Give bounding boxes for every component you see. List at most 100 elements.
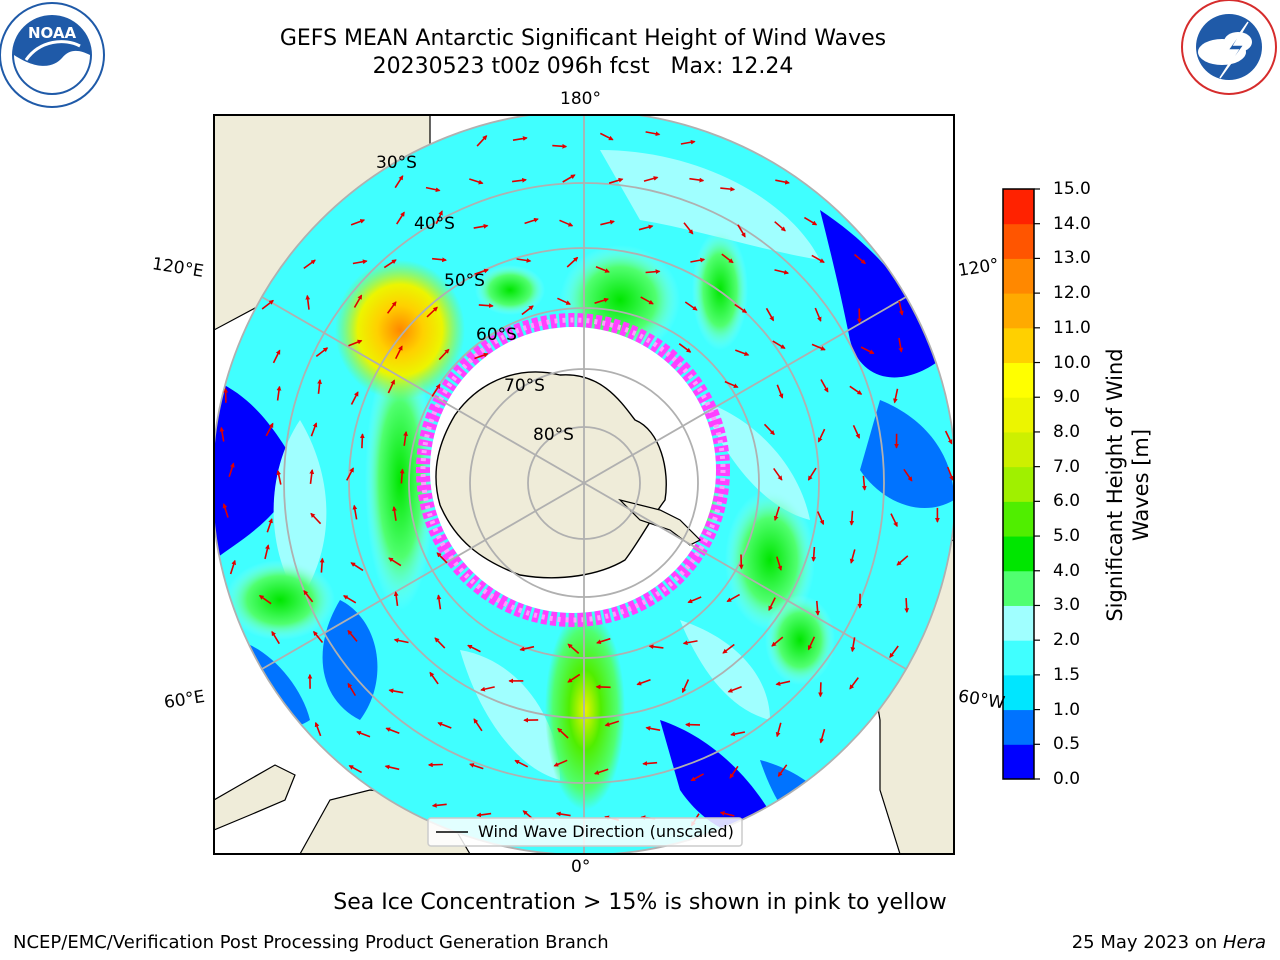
wave-direction-arrow	[807, 636, 816, 651]
colorbar-swatch	[1003, 674, 1034, 711]
wave-direction-arrow	[726, 593, 740, 603]
wave-direction-arrow	[436, 552, 448, 564]
wave-direction-arrow	[469, 178, 484, 185]
wave-direction-arrow	[258, 594, 272, 605]
wave-direction-arrow	[469, 763, 484, 770]
wave-direction-arrow	[394, 175, 404, 189]
wave-direction-arrow	[819, 728, 826, 744]
wave-direction-arrow	[904, 598, 910, 614]
wave-direction-arrow	[557, 727, 569, 739]
colorbar-tick-label: 13.0	[1053, 248, 1091, 269]
wave-direction-arrow	[690, 773, 704, 782]
colorbar-swatch	[1003, 570, 1034, 606]
lat-label-60s: 60°S	[476, 325, 517, 345]
wave-direction-arrow	[559, 219, 574, 227]
wave-direction-arrow	[803, 216, 818, 226]
wave-direction-arrow	[682, 640, 698, 646]
wave-direction-arrow	[816, 511, 825, 526]
nws-logo	[1181, 0, 1277, 95]
wave-direction-arrow	[849, 510, 855, 526]
wave-direction-arrow	[511, 177, 527, 183]
wave-direction-arrow	[476, 135, 488, 147]
wave-direction-arrow	[640, 296, 654, 305]
wave-direction-arrow	[771, 636, 784, 647]
wave-direction-arrow	[849, 385, 863, 395]
wave-direction-arrow	[473, 223, 489, 229]
wave-direction-arrow	[313, 630, 324, 644]
wave-direction-arrow	[348, 764, 362, 774]
wave-direction-arrow	[681, 679, 690, 694]
wave-direction-arrow	[566, 256, 579, 268]
colorbar-swatch	[1003, 362, 1034, 398]
colorbar-swatch	[1003, 431, 1034, 468]
wave-direction-arrow	[734, 303, 748, 314]
wave-direction-arrow	[476, 812, 492, 818]
wave-direction-arrow	[228, 462, 235, 478]
noaa-logo: NOAA	[0, 2, 105, 108]
colorbar-swatch	[1003, 605, 1034, 641]
wave-direction-arrow	[567, 643, 580, 655]
wave-direction-arrow	[356, 730, 371, 738]
figure-subtitle: 20230523 t00z 096h fcst Max: 12.24	[372, 54, 794, 79]
wave-direction-arrow	[387, 379, 396, 394]
wave-direction-arrow	[861, 475, 867, 491]
wave-direction-arrow	[309, 469, 315, 484]
wave-direction-arrow	[393, 591, 399, 607]
colorbar-tick-label: 6.0	[1053, 491, 1081, 512]
wave-direction-arrow	[772, 340, 786, 349]
wave-direction-arrow	[596, 637, 611, 645]
colorbar-tick-label: 1.0	[1053, 699, 1081, 720]
wave-direction-arrow	[429, 671, 439, 685]
wave-direction-arrow	[265, 422, 274, 437]
wave-direction-arrow	[890, 513, 898, 528]
wave-direction-arrow	[852, 424, 861, 439]
wave-direction-arrow	[425, 186, 441, 193]
wave-direction-arrow	[811, 546, 817, 562]
colorbar-tick-label: 7.0	[1053, 456, 1081, 477]
wave-direction-arrow	[774, 269, 790, 275]
wave-direction-arrow	[721, 253, 734, 264]
wave-direction-arrow	[314, 721, 322, 737]
wave-direction-arrow	[807, 467, 817, 481]
wave-direction-arrow	[683, 222, 694, 235]
wave-direction-arrow	[305, 294, 311, 310]
wave-direction-arrow	[903, 468, 913, 482]
wave-direction-arrow	[276, 469, 282, 485]
colorbar-title: Significant Height of Wind Waves [m]	[1103, 348, 1153, 622]
colorbar-swatch	[1003, 744, 1034, 780]
wave-direction-arrow	[765, 307, 775, 322]
colorbar	[1002, 188, 1040, 780]
wave-direction-arrow	[403, 430, 408, 446]
footer-date-text: 25 May 2023 on	[1071, 932, 1223, 953]
wave-direction-arrow	[775, 179, 790, 185]
wave-direction-arrow	[853, 253, 866, 265]
wave-direction-arrow	[384, 764, 400, 771]
wave-direction-arrow	[638, 224, 654, 231]
wave-direction-arrow	[684, 301, 698, 311]
map-area	[214, 115, 954, 854]
wave-direction-arrow	[272, 349, 281, 364]
wave-direction-arrow	[811, 254, 825, 263]
colorbar-tick-label: 3.0	[1053, 595, 1081, 616]
wave-direction-arrow	[562, 174, 576, 183]
antarctica-land	[435, 371, 667, 579]
colorbar-swatch	[1003, 536, 1034, 572]
wave-direction-arrow	[720, 186, 736, 192]
wave-direction-arrow	[946, 466, 954, 481]
wave-direction-arrow	[345, 467, 355, 481]
colorbar-swatch	[1003, 293, 1034, 329]
wave-direction-arrow	[521, 305, 534, 316]
wave-direction-arrow	[383, 259, 397, 269]
lon-label-top: 180°	[560, 89, 601, 109]
wave-direction-arrow	[727, 686, 742, 693]
wave-direction-arrow	[229, 559, 237, 575]
wave-direction-arrow	[730, 731, 746, 737]
colorbar-swatch	[1003, 466, 1034, 502]
wave-direction-arrow	[608, 177, 624, 184]
wave-direction-arrow	[645, 131, 661, 137]
wave-direction-arrow	[898, 337, 904, 353]
wave-direction-arrow	[817, 428, 826, 443]
wave-direction-arrow	[266, 518, 273, 533]
wave-direction-arrow	[849, 677, 859, 690]
